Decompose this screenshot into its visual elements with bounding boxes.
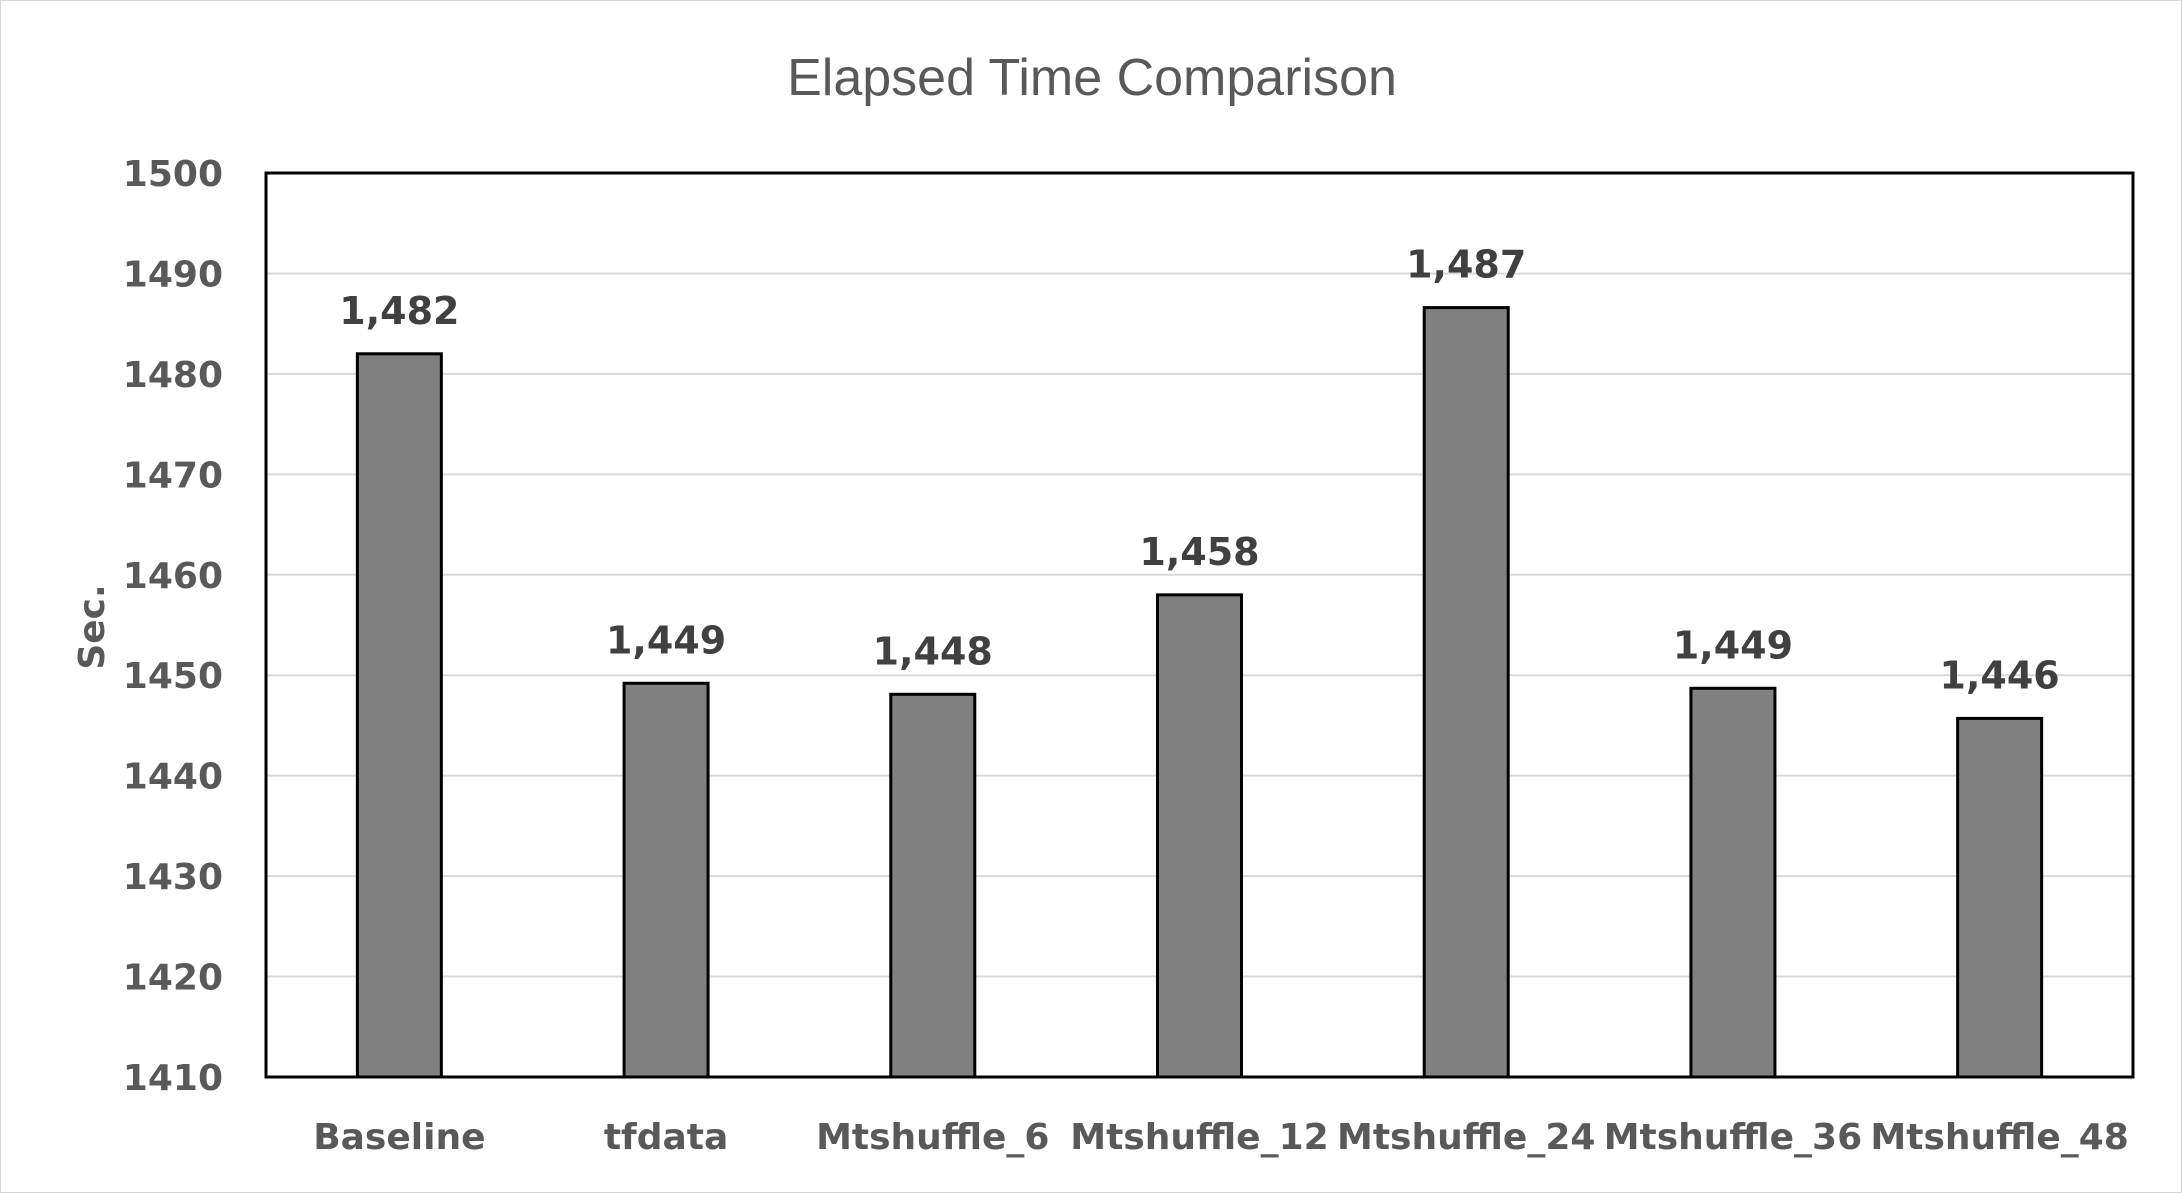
bar-mtshuffle-6: [889, 692, 977, 1079]
data-label: 1,458: [1139, 530, 1259, 574]
bar-mtshuffle-12: [1156, 593, 1243, 1079]
y-tick-label: 1430: [123, 857, 223, 898]
bar-mtshuffle-24: [1422, 306, 1510, 1079]
chart-title: Elapsed Time Comparison: [787, 49, 1397, 107]
y-tick-label: 1460: [123, 556, 223, 597]
y-axis-label: Sec.: [72, 584, 113, 669]
data-label: 1,449: [606, 618, 726, 662]
y-tick-label: 1500: [123, 154, 223, 195]
bars: [355, 306, 2044, 1079]
data-label: 1,448: [873, 629, 993, 673]
x-category-label: Mtshuffle_48: [1870, 1117, 2128, 1158]
x-category-label: Mtshuffle_12: [1070, 1117, 1328, 1158]
y-tick-label: 1440: [123, 757, 223, 798]
x-category-label: Mtshuffle_36: [1604, 1117, 1862, 1158]
y-tick-label: 1470: [123, 455, 223, 496]
x-category-label: Mtshuffle_24: [1337, 1117, 1595, 1158]
data-label: 1,482: [339, 289, 459, 333]
plot-area-border: [264, 171, 2135, 1079]
y-tick-label: 1490: [123, 254, 223, 295]
bar-mtshuffle-36: [1689, 686, 1777, 1079]
bar-tfdata: [622, 681, 710, 1079]
data-label: 1,446: [1940, 653, 2060, 697]
data-labels: 1,482 1,449 1,448 1,458 1,487 1,449 1,446: [339, 243, 2059, 698]
y-tick-label: 1450: [123, 656, 223, 697]
bar-baseline: [355, 352, 443, 1079]
bar-mtshuffle-48: [1956, 716, 2044, 1079]
y-tick-label: 1410: [123, 1058, 223, 1099]
data-label: 1,487: [1406, 243, 1526, 287]
x-category-label: Mtshuffle_6: [816, 1117, 1049, 1158]
x-axis-categories: Baseline tfdata Mtshuffle_6 Mtshuffle_12 Mts…: [313, 1117, 2129, 1158]
y-tick-label: 1480: [123, 355, 223, 396]
y-tick-label: 1420: [123, 958, 223, 999]
x-category-label: Baseline: [313, 1117, 485, 1158]
x-category-label: tfdata: [604, 1117, 728, 1158]
data-label: 1,449: [1673, 623, 1793, 667]
y-axis-ticks: 1410 1420 1430 1440 1450 1460 1470 1480 1490 1500: [123, 154, 223, 1099]
